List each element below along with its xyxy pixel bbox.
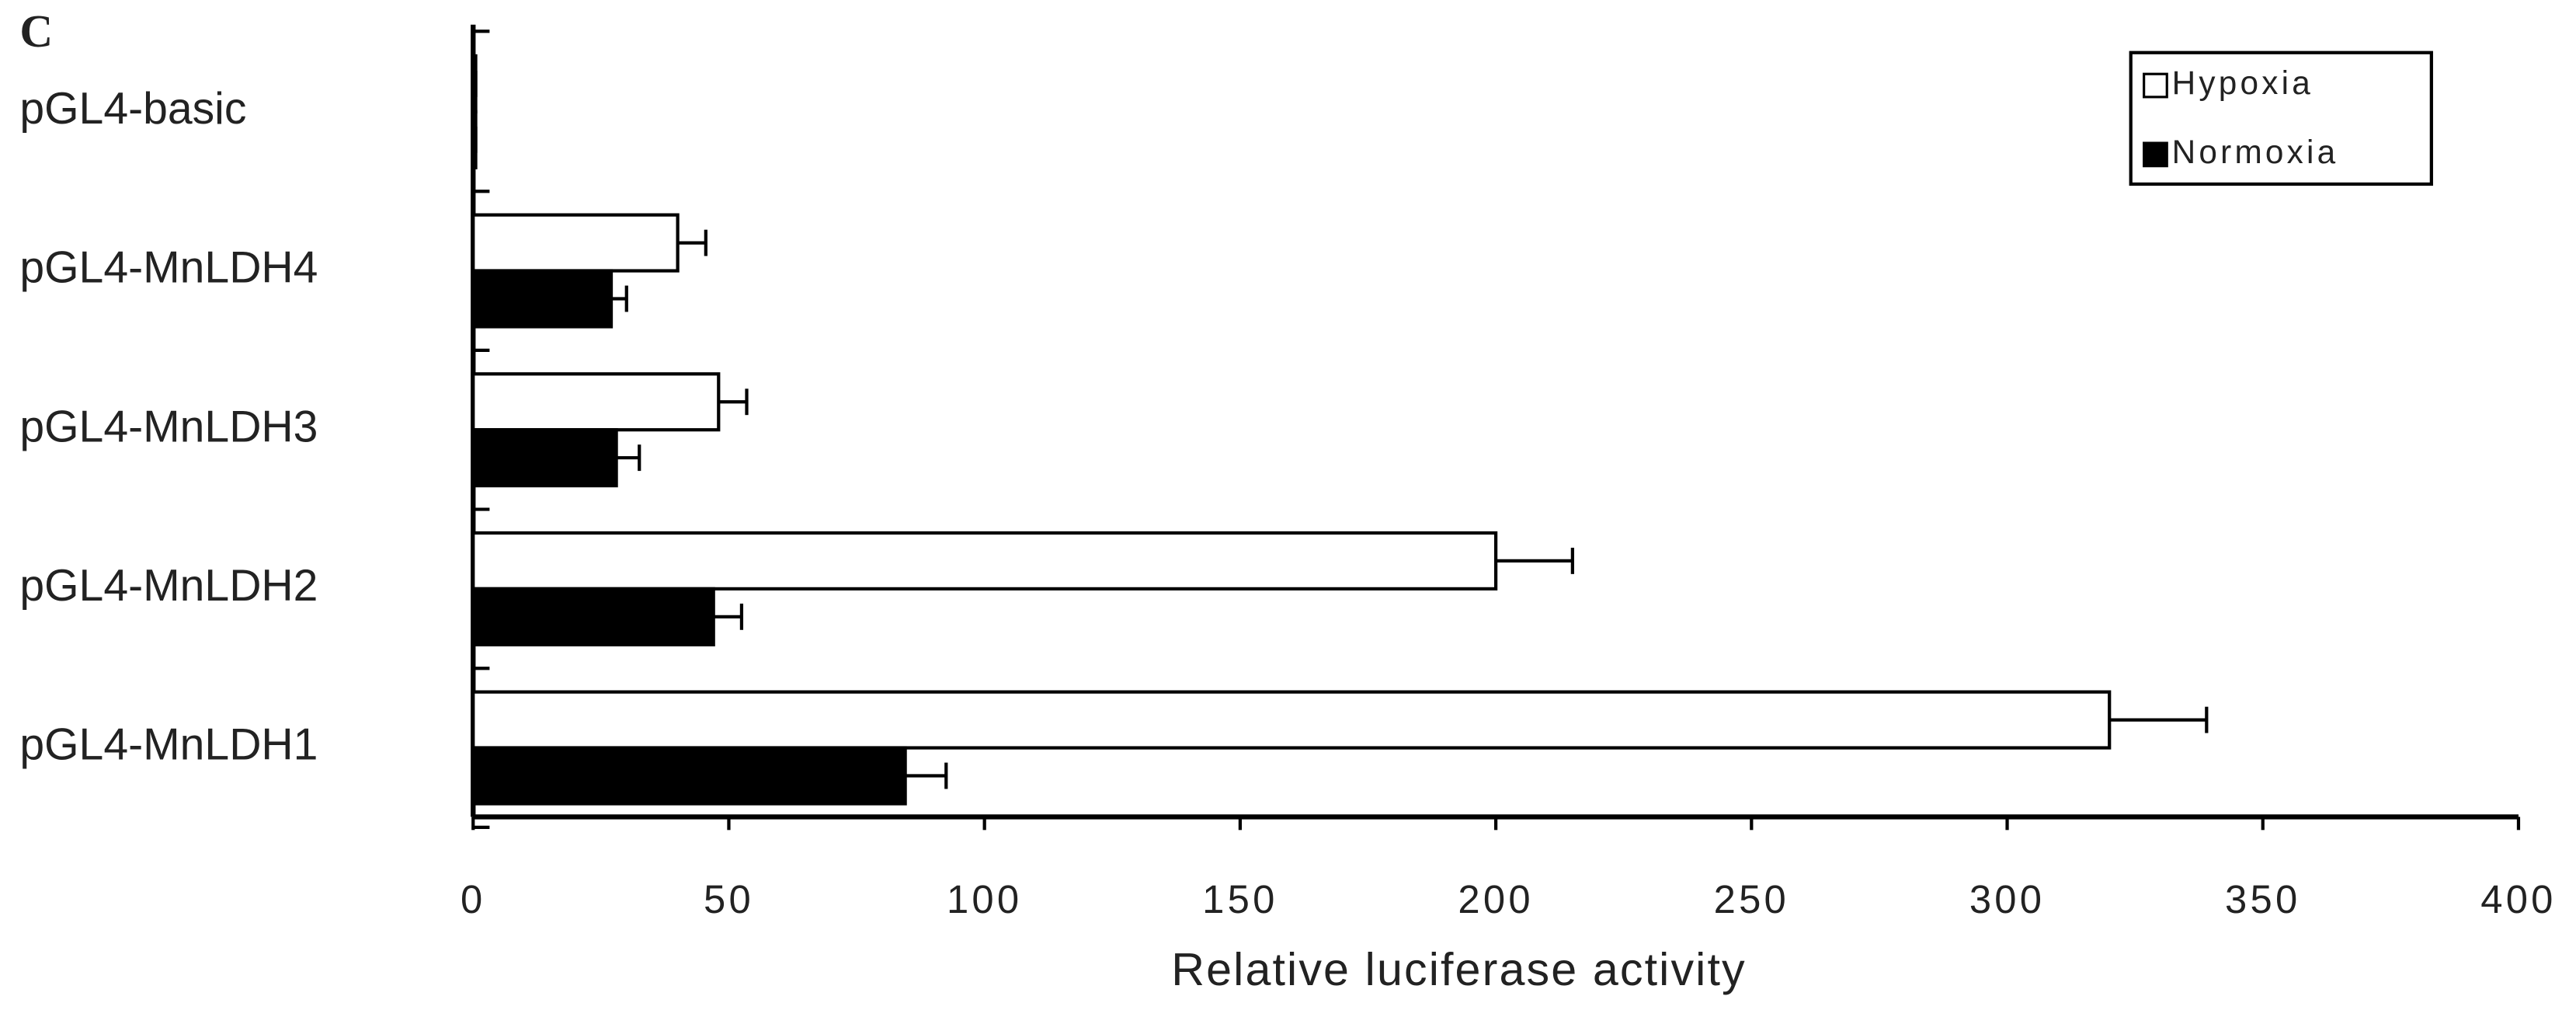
- x-tick-label: 0: [461, 877, 485, 921]
- x-tick-label: 250: [1714, 877, 1789, 921]
- legend-swatch: [2143, 141, 2168, 168]
- y-tick-label: pGL4-MnLDH3: [19, 402, 318, 451]
- x-tick-label: 300: [1969, 877, 2045, 921]
- bar: [471, 746, 907, 806]
- legend-label: Hypoxia: [2172, 64, 2314, 101]
- x-tick-label: 100: [947, 877, 1022, 921]
- x-tick-label: 200: [1458, 877, 1533, 921]
- error-bar: [2109, 706, 2209, 733]
- bar: [471, 372, 721, 432]
- y-tick-label: pGL4-basic: [19, 84, 246, 134]
- x-tick-label: 50: [704, 877, 754, 921]
- error-bar: [616, 444, 641, 472]
- legend-box: [2129, 50, 2433, 186]
- bar: [471, 531, 1498, 591]
- bar: [471, 269, 614, 329]
- bar: [471, 690, 2112, 750]
- bar: [471, 587, 715, 646]
- y-tick-label: pGL4-MnLDH1: [19, 720, 318, 770]
- legend-label: Normoxia: [2172, 134, 2339, 170]
- error-bar: [905, 762, 948, 789]
- error-bar: [718, 388, 749, 416]
- bar: [471, 428, 618, 488]
- error-bar: [677, 229, 707, 256]
- x-tick-label: 150: [1202, 877, 1278, 921]
- x-axis-label: Relative luciferase activity: [1171, 943, 1747, 995]
- y-tick-label: pGL4-MnLDH4: [19, 243, 318, 293]
- error-bar: [713, 603, 744, 630]
- x-tick-label: 350: [2225, 877, 2300, 921]
- y-tick-label: pGL4-MnLDH2: [19, 561, 318, 611]
- error-bar: [1496, 548, 1574, 574]
- legend-swatch: [2143, 72, 2168, 99]
- panel-label: C: [19, 5, 53, 57]
- bar: [471, 213, 680, 273]
- x-tick-label: 400: [2480, 877, 2556, 921]
- error-bar: [611, 285, 628, 312]
